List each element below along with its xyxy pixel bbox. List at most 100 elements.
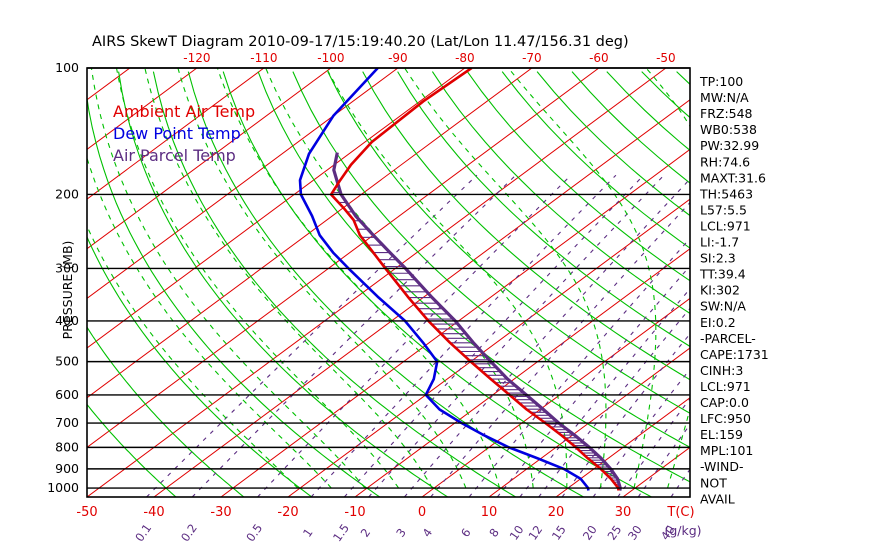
pressure-tick-label: 600 (55, 387, 79, 402)
index-row: EI:0.2 (700, 315, 736, 330)
temp-axis-label: T(C) (666, 505, 694, 520)
isotherm-line (0, 68, 63, 497)
chart-title: AIRS SkewT Diagram 2010-09-17/15:19:40.2… (92, 34, 629, 50)
pressure-tick-label: 700 (55, 415, 79, 430)
mixing-ratio-line (468, 237, 690, 497)
mixing-ratio-tick-label: 40 (658, 523, 678, 543)
index-row: KI:302 (700, 283, 740, 298)
index-row: LFC:950 (700, 411, 751, 426)
dry-adiabat-line (816, 72, 870, 497)
mixing-ratio-line (146, 174, 478, 497)
isotherm-line (287, 198, 690, 497)
mixing-ratio-tick-label: 2 (358, 526, 374, 540)
isotherm-line (421, 297, 690, 497)
isotherm-line (824, 68, 870, 497)
index-row: SW:N/A (700, 299, 746, 314)
bottom-temp-tick-label: -30 (210, 505, 231, 520)
top-temp-tick-label: -110 (250, 51, 277, 65)
dry-adiabat-line (118, 71, 449, 497)
mixing-ratio-tick-label: 8 (486, 526, 502, 540)
mixing-ratio-tick-label: 25 (605, 523, 625, 543)
index-row: FRZ:548 (700, 106, 753, 121)
mixing-ratio-line (561, 332, 690, 497)
isotherm-line (153, 99, 690, 497)
plot-frame (86, 67, 691, 498)
isotherm-line (87, 68, 533, 399)
moist-adiabat-line (507, 68, 657, 489)
pressure-tick-label: 300 (55, 260, 79, 275)
pressure-axis-label: PRESSURE (MB) (60, 241, 75, 340)
top-temp-tick-label: -70 (522, 51, 542, 65)
index-row: MW:N/A (700, 90, 749, 105)
legend-item-1: Dew Point Temp (113, 124, 241, 143)
index-row: RH:74.6 (700, 154, 750, 169)
mixing-ratio-line (637, 423, 690, 497)
index-row: CINH:3 (700, 363, 743, 378)
pressure-tick-label: 400 (55, 313, 79, 328)
dry-adiabat-line (466, 71, 690, 282)
pressure-tick-label: 500 (55, 354, 79, 369)
dew-point-temp-curve (298, 68, 590, 491)
dry-adiabat-line (746, 72, 870, 497)
dry-adiabat-line (397, 71, 690, 348)
mixing-ratio-tick-label: 4 (420, 526, 436, 540)
legend-item-0: Ambient Air Temp (113, 102, 255, 121)
index-row: LCL:971 (700, 379, 751, 394)
isotherm-line (87, 68, 198, 151)
index-row: MPL:101 (700, 443, 753, 458)
dry-adiabat-line (257, 71, 690, 483)
mixing-ratio-tick-label: 3 (393, 526, 409, 540)
moist-adiabat-line (177, 68, 467, 489)
air-parcel-temp-curve (332, 152, 622, 491)
moist-adiabat-line (645, 68, 690, 489)
index-row: SI:2.3 (700, 251, 736, 266)
isotherm-line (87, 68, 332, 250)
index-row: L57:5.5 (700, 202, 747, 217)
index-row: PW:32.99 (700, 138, 759, 153)
index-row: CAPE:1731 (700, 347, 769, 362)
top-temp-tick-label: -50 (656, 51, 676, 65)
moist-adiabat-line (325, 68, 568, 489)
index-row: LI:-1.7 (700, 235, 739, 250)
isotherm-line (354, 248, 690, 497)
dry-adiabat-line (362, 71, 690, 381)
bottom-temp-tick-label: -50 (76, 505, 97, 520)
top-temp-tick-label: -120 (183, 51, 210, 65)
dry-adiabat-line (87, 403, 177, 497)
dry-adiabat-line (431, 71, 690, 315)
moist-adiabat-line (265, 68, 534, 489)
moist-adiabat-line (90, 68, 366, 489)
moist-adiabat-line (87, 156, 332, 489)
isotherm-line (757, 68, 870, 497)
legend-item-2: Air Parcel Temp (113, 146, 236, 165)
index-row: EL:159 (700, 427, 743, 442)
mixing-ratio-tick-label: 20 (580, 523, 600, 543)
index-row: NOT (700, 475, 727, 490)
index-row: TT:39.4 (699, 267, 746, 282)
moist-adiabat-line (404, 68, 607, 489)
mixing-ratio-line (403, 178, 690, 497)
mixing-ratio-tick-label: 0.5 (243, 521, 265, 544)
index-row: CAP:0.0 (700, 395, 749, 410)
bottom-temp-tick-label: 10 (481, 505, 498, 520)
isotherm-line (555, 397, 690, 497)
index-row: AVAIL (700, 491, 735, 506)
pressure-tick-label: 900 (55, 461, 79, 476)
pressure-tick-label: 1000 (47, 480, 79, 495)
dry-adiabat-line (152, 71, 516, 497)
index-row: -PARCEL- (700, 331, 756, 346)
mixing-ratio-line (368, 174, 665, 497)
top-temp-tick-label: -100 (317, 51, 344, 65)
bottom-temp-tick-label: -10 (344, 505, 365, 520)
mixing-ratio-tick-label: 10 (507, 523, 527, 543)
index-row: LCL:971 (700, 218, 751, 233)
dry-adiabat-line (327, 71, 690, 414)
bottom-temp-tick-label: 0 (418, 505, 426, 520)
dry-adiabat-line (292, 71, 690, 448)
bottom-temp-tick-label: 30 (615, 505, 632, 520)
dry-adiabat-line (781, 72, 870, 497)
index-row: TH:5463 (699, 186, 753, 201)
top-temp-tick-label: -80 (455, 51, 475, 65)
mixing-ratio-tick-label: 6 (458, 526, 474, 540)
